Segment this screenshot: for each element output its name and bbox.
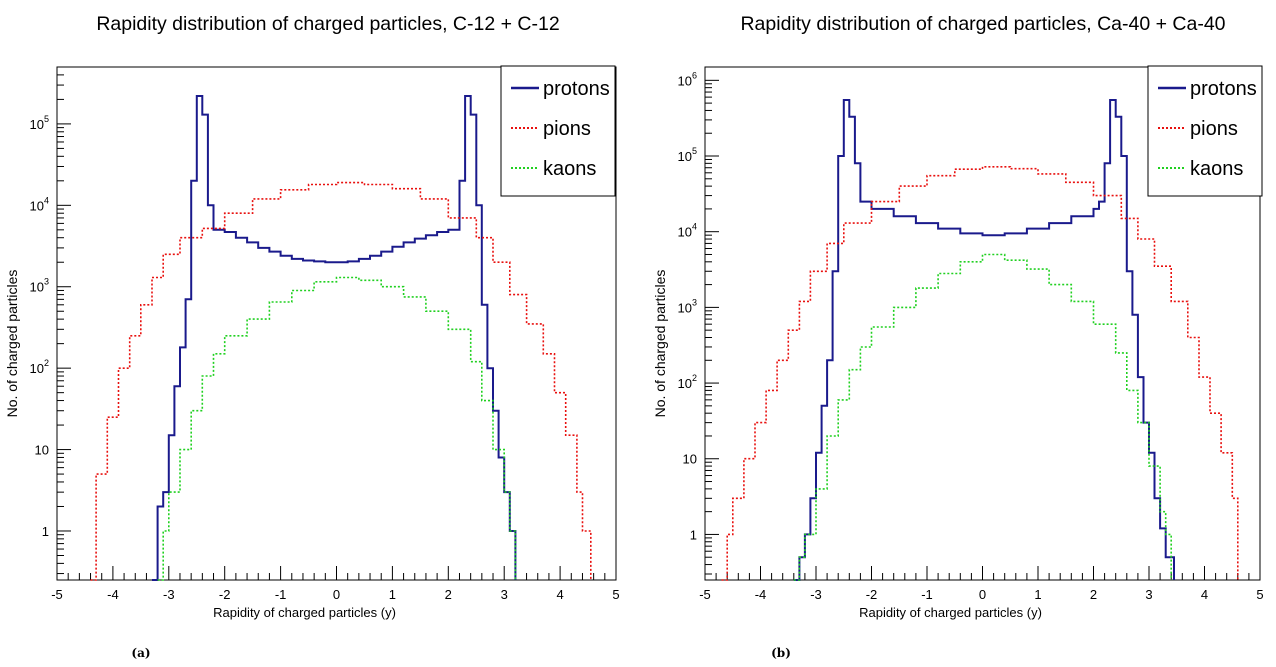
rapidity-chart-c12: Rapidity distribution of charged particl…: [4, 13, 620, 620]
y-tick-label: 102: [30, 358, 49, 376]
x-tick-label: 1: [1034, 587, 1041, 602]
x-tick-label: 4: [556, 587, 563, 602]
y-tick-label: 106: [678, 70, 697, 88]
x-tick-label: -1: [275, 587, 287, 602]
x-tick-label: 2: [1090, 587, 1097, 602]
x-tick-label: 1: [389, 587, 396, 602]
x-tick-label: -2: [866, 587, 878, 602]
figure-caption: (a): [131, 646, 151, 660]
x-tick-label: -4: [107, 587, 119, 602]
series-pions: [90, 181, 592, 581]
x-tick-label: 3: [501, 587, 508, 602]
y-tick-label: 102: [678, 373, 697, 391]
x-axis-label: Rapidity of charged particles (y): [859, 605, 1042, 620]
x-tick-label: -1: [921, 587, 933, 602]
x-tick-label: 5: [1256, 587, 1263, 602]
x-tick-label: 0: [979, 587, 986, 602]
y-tick-label: 104: [30, 195, 49, 213]
rapidity-chart-ca40: Rapidity distribution of charged particl…: [652, 13, 1264, 620]
y-tick-label: 10: [35, 443, 49, 458]
x-tick-label: -3: [810, 587, 822, 602]
y-tick-label: 10: [683, 452, 697, 467]
y-tick-label: 103: [678, 297, 697, 315]
chart-panel-b: Rapidity distribution of charged particl…: [638, 0, 1276, 667]
chart-title: Rapidity distribution of charged particl…: [740, 13, 1225, 35]
y-tick-label: 105: [30, 114, 49, 132]
series-protons: [152, 95, 517, 581]
x-tick-label: -4: [755, 587, 767, 602]
y-tick-label: 104: [678, 222, 697, 240]
legend-label-protons: protons: [1190, 78, 1257, 100]
y-tick-label: 105: [678, 146, 697, 164]
series-kaons: [793, 253, 1172, 581]
x-tick-label: 5: [612, 587, 619, 602]
x-tick-label: 3: [1145, 587, 1152, 602]
x-axis-label: Rapidity of charged particles (y): [213, 605, 396, 620]
legend-label-protons: protons: [543, 78, 610, 100]
x-tick-label: 4: [1201, 587, 1208, 602]
series-pions: [721, 166, 1239, 581]
series-kaons: [157, 276, 517, 581]
y-tick-label: 103: [30, 277, 49, 295]
legend-label-kaons: kaons: [543, 158, 596, 180]
chart-title: Rapidity distribution of charged particl…: [96, 13, 559, 35]
legend-label-pions: pions: [543, 118, 591, 140]
y-tick-label: 1: [690, 527, 697, 542]
x-tick-label: 0: [333, 587, 340, 602]
x-tick-label: -5: [699, 587, 711, 602]
x-tick-label: -3: [163, 587, 175, 602]
legend-label-kaons: kaons: [1190, 158, 1243, 180]
legend-label-pions: pions: [1190, 118, 1238, 140]
y-axis-label: No. of charged particles: [652, 270, 668, 418]
x-tick-label: -5: [51, 587, 63, 602]
x-tick-label: -2: [219, 587, 231, 602]
figure-caption: (b): [771, 646, 791, 660]
y-tick-label: 1: [42, 524, 49, 539]
x-tick-label: 2: [445, 587, 452, 602]
series-protons: [793, 99, 1175, 581]
chart-panel-a: Rapidity distribution of charged particl…: [4, 13, 620, 660]
y-axis-label: No. of charged particles: [4, 270, 20, 418]
